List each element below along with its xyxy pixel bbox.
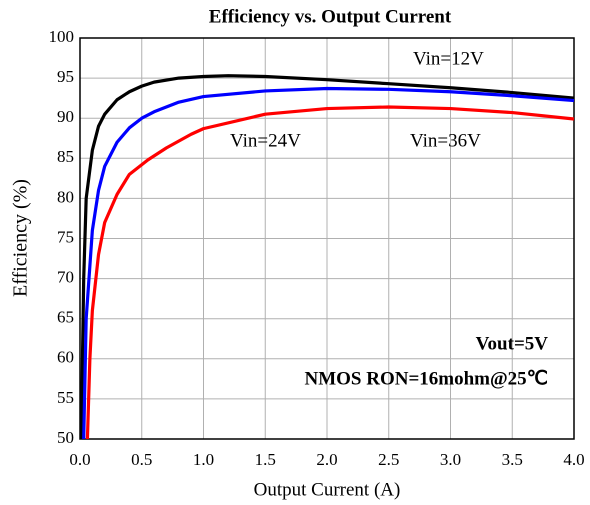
x-tick-label: 1.0 [193, 450, 214, 469]
series-label: Vin=12V [413, 48, 484, 69]
x-tick-label: 2.5 [378, 450, 399, 469]
y-tick-label: 50 [57, 428, 74, 447]
x-tick-label: 3.5 [502, 450, 523, 469]
annotation: Vout=5V [476, 333, 549, 354]
series-label: Vin=36V [410, 130, 481, 151]
y-tick-label: 100 [49, 27, 75, 46]
y-axis-label: Efficiency (%) [10, 179, 32, 297]
chart-title: Efficiency vs. Output Current [209, 6, 452, 27]
annotation: NMOS RON=16mohm@25℃ [304, 368, 548, 389]
y-tick-label: 60 [57, 348, 74, 367]
series-line [85, 105, 575, 440]
plot-frame [79, 37, 575, 440]
series-line [79, 74, 575, 440]
y-tick-label: 70 [57, 268, 74, 287]
x-tick-label: 0.5 [131, 450, 152, 469]
y-tick-label: 55 [57, 388, 74, 407]
x-tick-label: 2.0 [316, 450, 337, 469]
x-tick-label: 1.5 [255, 450, 276, 469]
series-label: Vin=24V [230, 130, 301, 151]
x-axis-label: Output Current (A) [254, 479, 401, 500]
y-tick-label: 90 [57, 107, 74, 126]
x-tick-label: 0.0 [69, 450, 90, 469]
x-tick-label: 3.0 [440, 450, 461, 469]
y-tick-label: 95 [57, 67, 74, 86]
y-tick-label: 75 [57, 227, 74, 246]
y-tick-label: 85 [57, 147, 74, 166]
series-line [82, 86, 575, 440]
y-tick-label: 65 [57, 308, 74, 327]
x-tick-label: 4.0 [563, 450, 584, 469]
y-tick-label: 80 [57, 187, 74, 206]
